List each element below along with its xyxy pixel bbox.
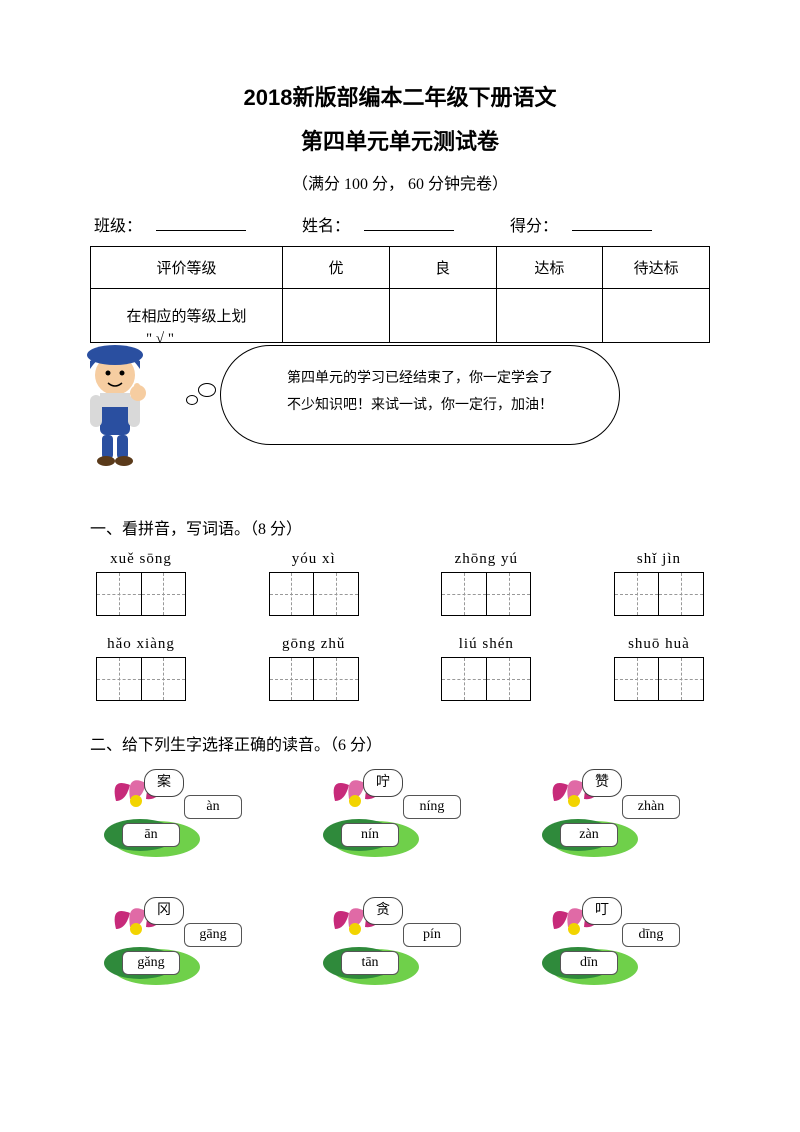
eval-grade-pending: 待达标	[603, 247, 710, 289]
lotus-item: 冈 gāng gǎng	[96, 895, 266, 995]
pinyin-label: shuō huà	[614, 636, 704, 653]
score-blank[interactable]	[572, 217, 652, 231]
pinyin-option[interactable]: gǎng	[122, 951, 180, 975]
tianzige-box[interactable]	[269, 657, 359, 701]
table-row: 评价等级 优 良 达标 待达标	[91, 247, 710, 289]
character-label: 案	[144, 769, 184, 797]
speech-dot-icon	[198, 383, 216, 397]
tianzige-box[interactable]	[96, 657, 186, 701]
subtitle: （满分 100 分， 60 分钟完卷）	[90, 170, 710, 194]
character-label: 叮	[582, 897, 622, 925]
pinyin-option[interactable]: pín	[403, 923, 461, 947]
section-2-title: 二、给下列生字选择正确的读音。（6 分）	[90, 731, 710, 755]
eval-grade-good: 良	[389, 247, 496, 289]
character-label: 贪	[363, 897, 403, 925]
tianzige-box[interactable]	[96, 572, 186, 616]
mascot-icon	[60, 339, 170, 469]
pinyin-label: yóu xì	[269, 551, 359, 568]
pinyin-label: shǐ jìn	[614, 551, 704, 568]
pinyin-option[interactable]: níng	[403, 795, 461, 819]
lotus-item: 贪 pín tān	[315, 895, 485, 995]
title-line-2: 第四单元单元测试卷	[90, 124, 710, 156]
speech-line-1: 第四单元的学习已经结束了，你一定学会了	[245, 366, 595, 393]
lotus-item: 叮 dīng dīn	[534, 895, 704, 995]
pinyin-option[interactable]: zhàn	[622, 795, 680, 819]
pinyin-option[interactable]: nín	[341, 823, 399, 847]
pinyin-row-2: hǎo xiàng gōng zhǔ liú shén shuō huà	[90, 636, 710, 701]
pinyin-option[interactable]: gāng	[184, 923, 242, 947]
name-blank[interactable]	[364, 217, 454, 231]
speech-line-2: 不少知识吧！来试一试，你一定行，加油！	[245, 393, 595, 420]
tianzige-box[interactable]	[269, 572, 359, 616]
pinyin-option[interactable]: àn	[184, 795, 242, 819]
title-line-1: 2018新版部编本二年级下册语文	[90, 80, 710, 112]
score-label: 得分：	[510, 212, 558, 236]
character-label: 咛	[363, 769, 403, 797]
tianzige-box[interactable]	[614, 572, 704, 616]
pinyin-item: hǎo xiàng	[96, 636, 186, 701]
name-label: 姓名：	[302, 212, 350, 236]
lotus-row-1: 案 àn ān 咛 níng nín	[90, 767, 710, 867]
lotus-item: 咛 níng nín	[315, 767, 485, 867]
pinyin-label: gōng zhǔ	[269, 636, 359, 653]
character-label: 冈	[144, 897, 184, 925]
class-label: 班级：	[94, 212, 142, 236]
pinyin-item: zhōng yú	[441, 551, 531, 616]
student-info-row: 班级： 姓名： 得分：	[90, 212, 710, 236]
evaluation-table: 评价等级 优 良 达标 待达标 在相应的等级上划	[90, 246, 710, 343]
pinyin-option[interactable]: ān	[122, 823, 180, 847]
eval-grade-excellent: 优	[283, 247, 390, 289]
eval-header-label: 评价等级	[91, 247, 283, 289]
pinyin-item: gōng zhǔ	[269, 636, 359, 701]
pinyin-option[interactable]: dīn	[560, 951, 618, 975]
pinyin-row-1: xuě sōng yóu xì zhōng yú shǐ jìn	[90, 551, 710, 616]
character-label: 赞	[582, 769, 622, 797]
pinyin-option[interactable]: zàn	[560, 823, 618, 847]
pinyin-item: yóu xì	[269, 551, 359, 616]
pinyin-label: zhōng yú	[441, 551, 531, 568]
lotus-row-2: 冈 gāng gǎng 贪 pín tān	[90, 895, 710, 995]
pinyin-item: liú shén	[441, 636, 531, 701]
eval-grade-pass: 达标	[496, 247, 603, 289]
speech-dot-icon	[186, 395, 198, 405]
pinyin-label: xuě sōng	[96, 551, 186, 568]
tianzige-box[interactable]	[614, 657, 704, 701]
tianzige-box[interactable]	[441, 657, 531, 701]
pinyin-label: liú shén	[441, 636, 531, 653]
tianzige-box[interactable]	[441, 572, 531, 616]
mascot-speech-area: " √ " 第四单元的学习已经结束了，你一定学会了 不少知识吧！来试一试，你一定…	[90, 335, 710, 465]
class-blank[interactable]	[156, 217, 246, 231]
pinyin-item: shuō huà	[614, 636, 704, 701]
lotus-item: 赞 zhàn zàn	[534, 767, 704, 867]
pinyin-option[interactable]: dīng	[622, 923, 680, 947]
lotus-item: 案 àn ān	[96, 767, 266, 867]
worksheet-page: 2018新版部编本二年级下册语文 第四单元单元测试卷 （满分 100 分， 60…	[0, 0, 800, 1132]
pinyin-option[interactable]: tān	[341, 951, 399, 975]
pinyin-item: shǐ jìn	[614, 551, 704, 616]
pinyin-item: xuě sōng	[96, 551, 186, 616]
pinyin-label: hǎo xiàng	[96, 636, 186, 653]
section-1-title: 一、看拼音，写词语。（8 分）	[90, 515, 710, 539]
speech-bubble: 第四单元的学习已经结束了，你一定学会了 不少知识吧！来试一试，你一定行，加油！	[220, 345, 620, 445]
